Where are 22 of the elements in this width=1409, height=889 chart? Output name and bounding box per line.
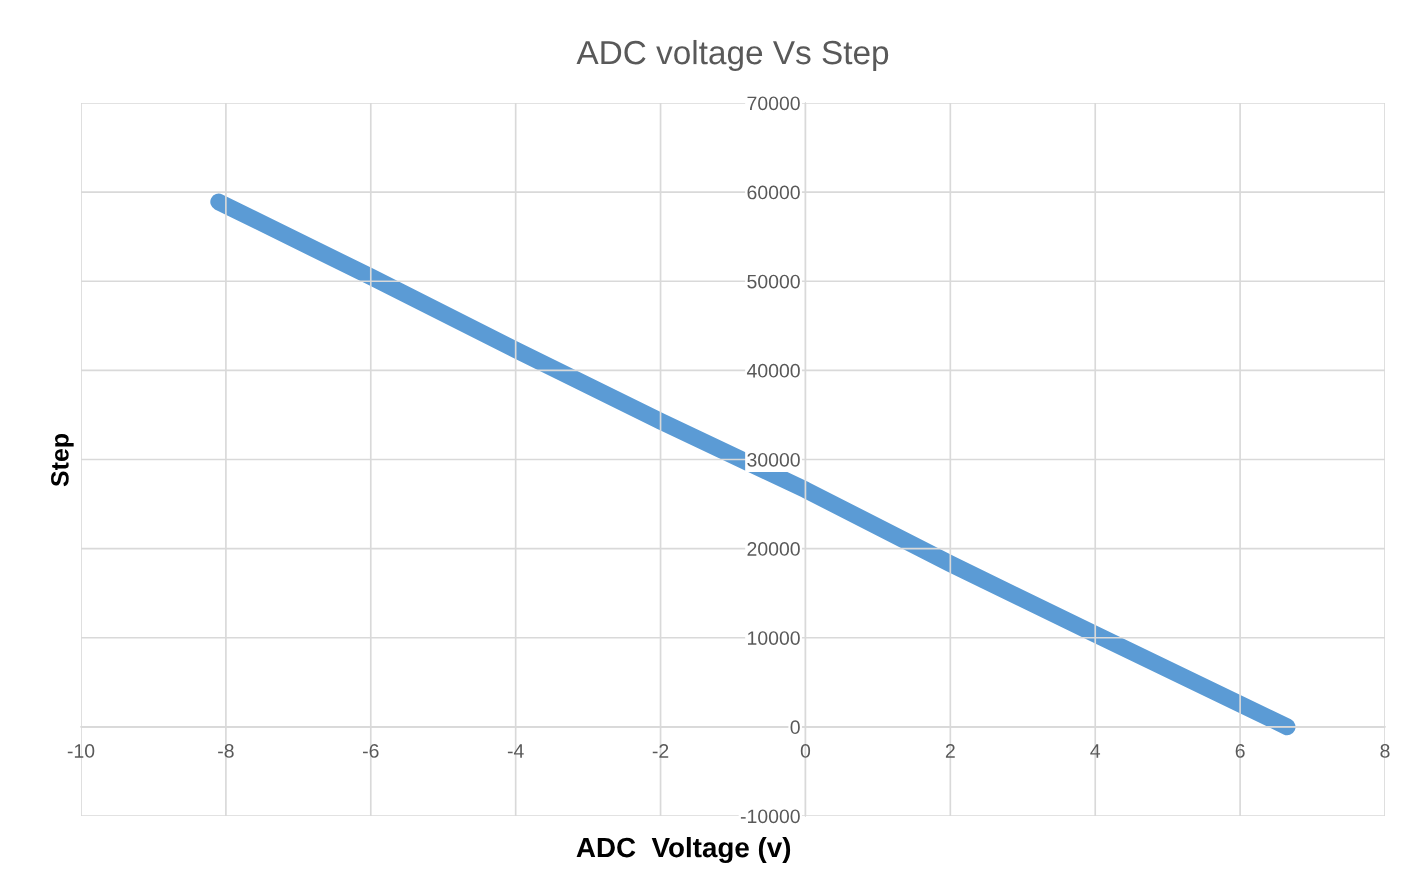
y-tick-label: 10000 <box>748 631 800 645</box>
y-tick-label: -10000 <box>740 809 800 824</box>
x-axis-title: ADC Voltage (v) <box>576 836 791 864</box>
y-tick-label: 50000 <box>747 274 800 289</box>
x-tick-label: -4 <box>507 744 524 758</box>
x-tick-label: 6 <box>1235 744 1245 758</box>
x-tick-label: -10 <box>67 744 95 758</box>
y-tick-label: 0 <box>790 720 800 735</box>
y-tick-label: 40000 <box>746 363 800 378</box>
y-axis-title: Step <box>51 433 74 487</box>
x-tick-label: 2 <box>945 744 955 758</box>
y-tick-label: 60000 <box>747 185 800 200</box>
x-tick-label: -6 <box>363 744 379 758</box>
x-tick-label: 4 <box>1090 744 1101 758</box>
x-tick-label: 8 <box>1380 744 1390 758</box>
x-tick-label: -8 <box>218 744 234 758</box>
x-tick-label: 0 <box>800 744 811 758</box>
y-tick-label: 20000 <box>747 542 800 556</box>
y-tick-label: 30000 <box>747 452 800 467</box>
chart-title: ADC voltage Vs Step <box>576 39 889 72</box>
y-tick-label: 70000 <box>747 96 800 111</box>
x-tick-label: -2 <box>652 744 669 758</box>
